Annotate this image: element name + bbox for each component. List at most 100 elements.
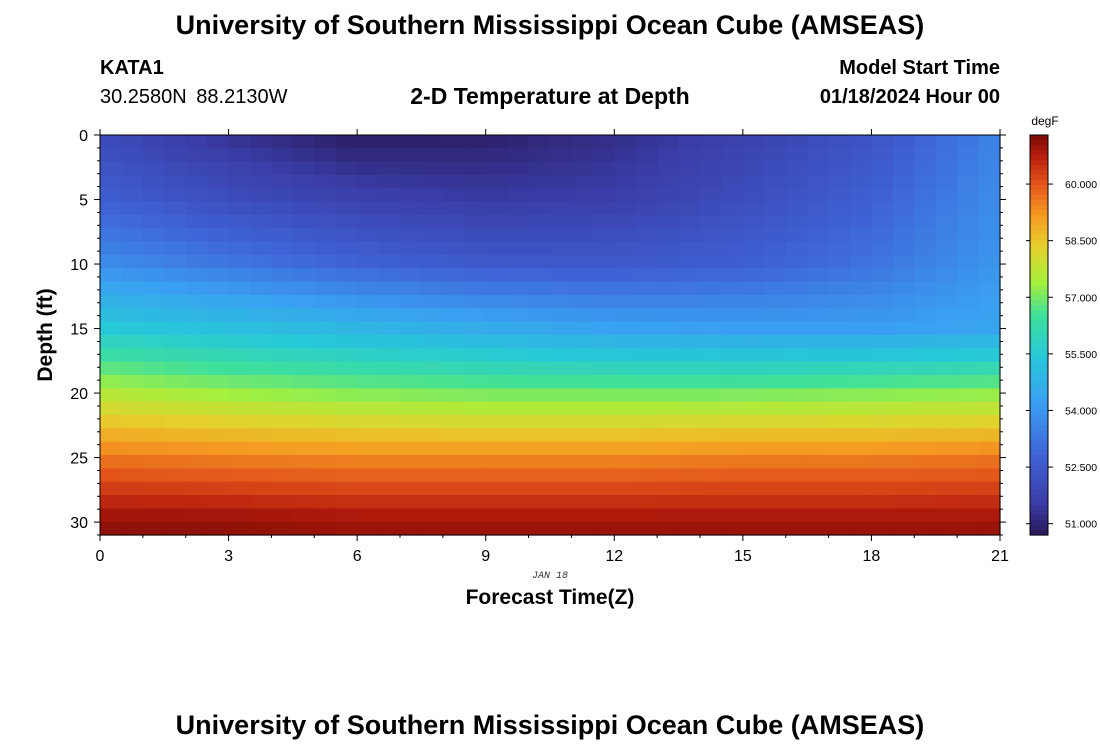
heatmap-cell: [592, 255, 615, 269]
heatmap-cell: [271, 161, 294, 176]
heatmap-cell: [828, 241, 851, 256]
heatmap-cell: [271, 388, 294, 403]
heatmap-cell: [185, 495, 208, 509]
heatmap-cell: [871, 348, 894, 363]
heatmap-cell: [207, 228, 230, 243]
heatmap-cell: [657, 215, 680, 229]
heatmap-cell: [957, 135, 980, 149]
heatmap-cell: [550, 201, 573, 216]
heatmap-cell: [121, 335, 144, 349]
heatmap-cell: [742, 201, 765, 216]
heatmap-cell: [164, 295, 187, 309]
colorbar-segment: [1030, 200, 1048, 206]
heatmap-cell: [828, 388, 851, 403]
heatmap-cell: [678, 375, 701, 389]
heatmap-cell: [442, 175, 465, 189]
heatmap-cell: [957, 148, 980, 163]
heatmap-cell: [528, 375, 551, 389]
colorbar-frame: [1029, 134, 1049, 536]
heatmap-cell: [828, 481, 851, 496]
heatmap-cell: [250, 228, 273, 243]
heatmap-cell: [292, 521, 315, 536]
heatmap-cell: [550, 468, 573, 483]
heatmap-cell: [335, 281, 358, 296]
heatmap-cell: [314, 201, 337, 216]
heatmap-cell: [914, 295, 937, 309]
heatmap-cell: [400, 201, 423, 216]
heatmap-cell: [442, 268, 465, 283]
colorbar-segment: [1030, 250, 1048, 256]
heatmap-cell: [635, 495, 658, 509]
heatmap-cell: [914, 348, 937, 363]
heatmap-cell: [528, 495, 551, 509]
heatmap-cell: [592, 161, 615, 176]
colorbar-segment: [1030, 225, 1048, 231]
x-tick-label: 0: [96, 548, 105, 565]
heatmap-cell: [121, 441, 144, 456]
heatmap-cell: [828, 161, 851, 176]
heatmap-cell: [314, 135, 337, 149]
heatmap-cell: [678, 175, 701, 189]
heatmap-cell: [400, 495, 423, 509]
heatmap-cell: [571, 441, 594, 456]
heatmap-cell: [592, 361, 615, 376]
heatmap-cell: [357, 481, 380, 496]
heatmap-cell: [550, 268, 573, 283]
heatmap-cell: [442, 481, 465, 496]
heatmap-cell: [378, 188, 401, 203]
y-axis-label: Depth (ft): [34, 288, 57, 381]
heatmap-cell: [100, 335, 123, 349]
heatmap-cell: [228, 455, 251, 469]
heatmap-cell: [207, 348, 230, 363]
colorbar-segment: [1030, 460, 1048, 466]
heatmap-cell: [657, 375, 680, 389]
heatmap-cell: [635, 441, 658, 456]
heatmap-cell: [100, 375, 123, 389]
heatmap-cell: [185, 215, 208, 229]
heatmap-cell: [485, 441, 508, 456]
heatmap-cell: [250, 495, 273, 509]
heatmap-cell: [271, 375, 294, 389]
heatmap-cell: [314, 228, 337, 243]
heatmap-cell: [335, 348, 358, 363]
heatmap-cell: [957, 308, 980, 323]
heatmap-cell: [228, 215, 251, 229]
heatmap-cell: [935, 468, 958, 483]
heatmap-cell: [400, 295, 423, 309]
heatmap-cell: [828, 348, 851, 363]
heatmap-cell: [271, 441, 294, 456]
heatmap-cell: [250, 348, 273, 363]
heatmap-cell: [828, 508, 851, 523]
colorbar-segment: [1030, 405, 1048, 411]
heatmap-cell: [807, 255, 830, 269]
heatmap-cell: [700, 161, 723, 176]
heatmap-cell: [764, 468, 787, 483]
heatmap-cell: [421, 428, 444, 443]
heatmap-cell: [100, 228, 123, 243]
heatmap-cell: [292, 348, 315, 363]
heatmap-cell: [400, 508, 423, 523]
heatmap-cell: [978, 161, 1001, 176]
heatmap-cell: [871, 175, 894, 189]
colorbar-segment: [1030, 285, 1048, 291]
heatmap-cell: [935, 215, 958, 229]
heatmap-cell: [914, 228, 937, 243]
heatmap-cell: [207, 455, 230, 469]
heatmap-cell: [164, 401, 187, 416]
heatmap-cell: [807, 428, 830, 443]
heatmap-cell: [507, 295, 530, 309]
heatmap-cell: [185, 508, 208, 523]
heatmap-cell: [292, 455, 315, 469]
heatmap-cell: [335, 388, 358, 403]
heatmap-cell: [485, 255, 508, 269]
heatmap-cell: [850, 388, 873, 403]
heatmap-cell: [100, 308, 123, 323]
heatmap-cell: [164, 241, 187, 256]
heatmap-cell: [871, 268, 894, 283]
heatmap-cell: [378, 215, 401, 229]
heatmap-cell: [442, 148, 465, 163]
colorbar-tick-label: 54.000: [1065, 405, 1097, 417]
heatmap-cell: [314, 188, 337, 203]
heatmap-cell: [292, 228, 315, 243]
heatmap-cell: [271, 135, 294, 149]
